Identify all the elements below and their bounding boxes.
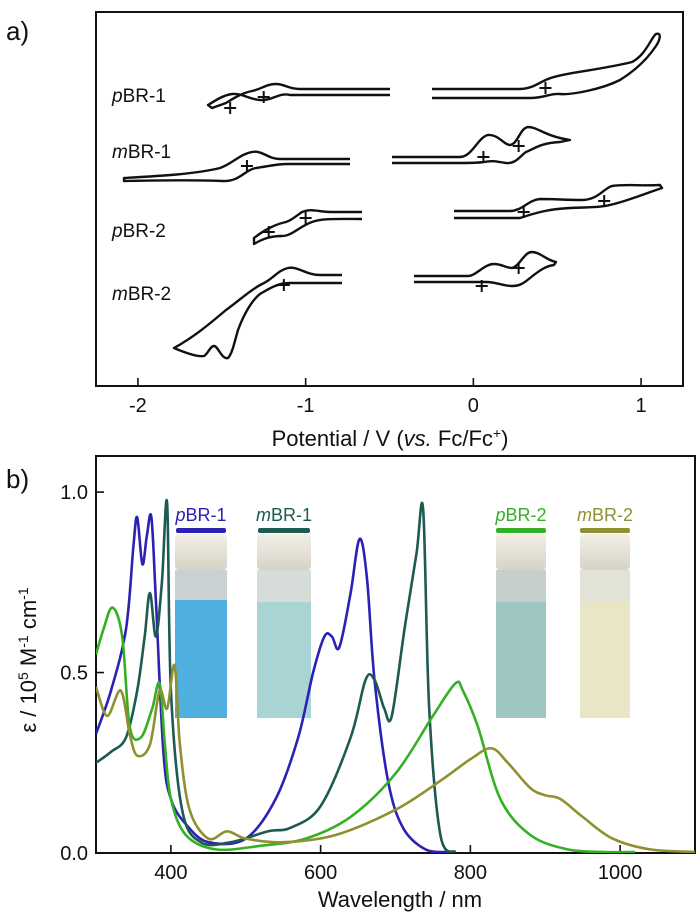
- legend-pbr1: pBR-1: [174, 505, 227, 533]
- panel-b-x-tick-label: 600: [304, 862, 337, 884]
- panel-a-x-tick-label: 0: [468, 395, 479, 417]
- panel-b-y-tick-label: 0.5: [60, 663, 88, 685]
- legend-bar-pbr2: [496, 528, 546, 533]
- cv-peak-mark: [240, 160, 253, 172]
- panel-b-y-tick-label: 1.0: [60, 482, 88, 504]
- cv-mbr1-cathodic: [122, 150, 350, 183]
- cv-peak-mark: [517, 206, 530, 218]
- cv-mbr1-anodic: [392, 125, 572, 165]
- cv-label-mbr1: mBR-1: [112, 142, 171, 163]
- panel-a-x-tick-label: 1: [636, 395, 647, 417]
- panel-b-x-tick-label: 1000: [598, 862, 643, 884]
- panel-b-series-lines: [96, 498, 695, 853]
- cv-peak-mark: [224, 102, 237, 114]
- cuvette-mbr1: [257, 534, 311, 718]
- cuvette-pbr1: [175, 534, 227, 718]
- series-line-pbr-2: [96, 606, 636, 853]
- cv-label-mbr2: mBR-2: [112, 284, 171, 305]
- panel-b-y-axis-label: ε / 105 M-1 cm-1: [15, 587, 41, 732]
- cuvette-pbr2: [496, 534, 546, 718]
- cv-mbr2-cathodic: [172, 266, 342, 360]
- panel-b-x-tick-label: 400: [154, 862, 187, 884]
- panel-a-frame: [95, 11, 684, 387]
- cv-peak-mark: [477, 151, 490, 163]
- legend-bar-mbr2: [580, 528, 630, 533]
- cuvette-mbr2: [580, 534, 630, 718]
- cv-trace-mbr1: [122, 125, 572, 183]
- cv-trace-pbr2: [252, 183, 664, 246]
- cv-peak-mark: [512, 140, 525, 152]
- panel-a-x-tick-label: -2: [129, 395, 147, 417]
- panel-a-xlabel-italic: vs.: [404, 426, 432, 451]
- panel-b-ticks: 400 600 800 1000 0.0 0.5 1.0: [60, 482, 642, 884]
- panel-a-xlabel-main: Potential / V (: [272, 426, 405, 451]
- panel-a-x-tick-label: -1: [297, 395, 315, 417]
- panel-a-xlabel-sup: +: [493, 425, 501, 441]
- cv-peak-mark: [512, 262, 525, 274]
- panel-a-x-ticks: -2 -1 0 1: [129, 378, 647, 417]
- series-line-pbr-1: [96, 513, 449, 853]
- cv-peak-mark: [299, 212, 312, 224]
- cv-label-pbr1: pBR-1: [111, 86, 166, 107]
- panel-b-x-tick-label: 800: [454, 862, 487, 884]
- cv-trace-pbr1: [206, 32, 661, 110]
- panel-b-y-tick-label: 0.0: [60, 843, 88, 865]
- legend-mbr1: mBR-1: [256, 505, 312, 533]
- cv-peak-mark: [598, 195, 611, 207]
- legend-label-pbr1: pBR-1: [174, 505, 226, 525]
- legend-label-mbr2: mBR-2: [577, 505, 633, 525]
- series-line-mbr-2: [96, 663, 695, 853]
- cv-peak-mark: [262, 226, 275, 238]
- series-line-mbr-1: [96, 498, 457, 853]
- cv-trace-mbr2: [172, 250, 558, 360]
- legend-mbr2: mBR-2: [577, 505, 633, 533]
- cv-peak-mark: [257, 91, 270, 103]
- cv-peak-mark: [277, 279, 290, 291]
- cv-mbr2-anodic: [414, 250, 558, 288]
- legend-label-pbr2: pBR-2: [494, 505, 546, 525]
- cv-pbr1-anodic: [432, 32, 661, 100]
- panel-b-label: b): [6, 464, 29, 494]
- cv-pbr2-cathodic: [252, 209, 363, 246]
- cv-pbr2-anodic: [454, 183, 664, 220]
- panel-a-label: a): [6, 16, 29, 46]
- cv-pbr1-cathodic: [206, 82, 390, 110]
- panel-a-x-axis-label: Potential / V (vs. Fc/Fc+): [272, 425, 509, 451]
- legend-label-mbr1: mBR-1: [256, 505, 312, 525]
- legend-pbr2: pBR-2: [494, 505, 547, 533]
- cv-label-pbr2: pBR-2: [111, 221, 166, 242]
- legend-bar-pbr1: [176, 528, 226, 533]
- panel-b-x-axis-label: Wavelength / nm: [318, 887, 482, 912]
- cv-peak-mark: [539, 82, 552, 94]
- panel-a-xlabel-tail: Fc/Fc: [432, 426, 493, 451]
- panel-a-xlabel-close: ): [501, 426, 508, 451]
- cv-peak-mark: [475, 280, 488, 292]
- cv-peak-marks: [224, 82, 611, 292]
- legend-bar-mbr1: [258, 528, 310, 533]
